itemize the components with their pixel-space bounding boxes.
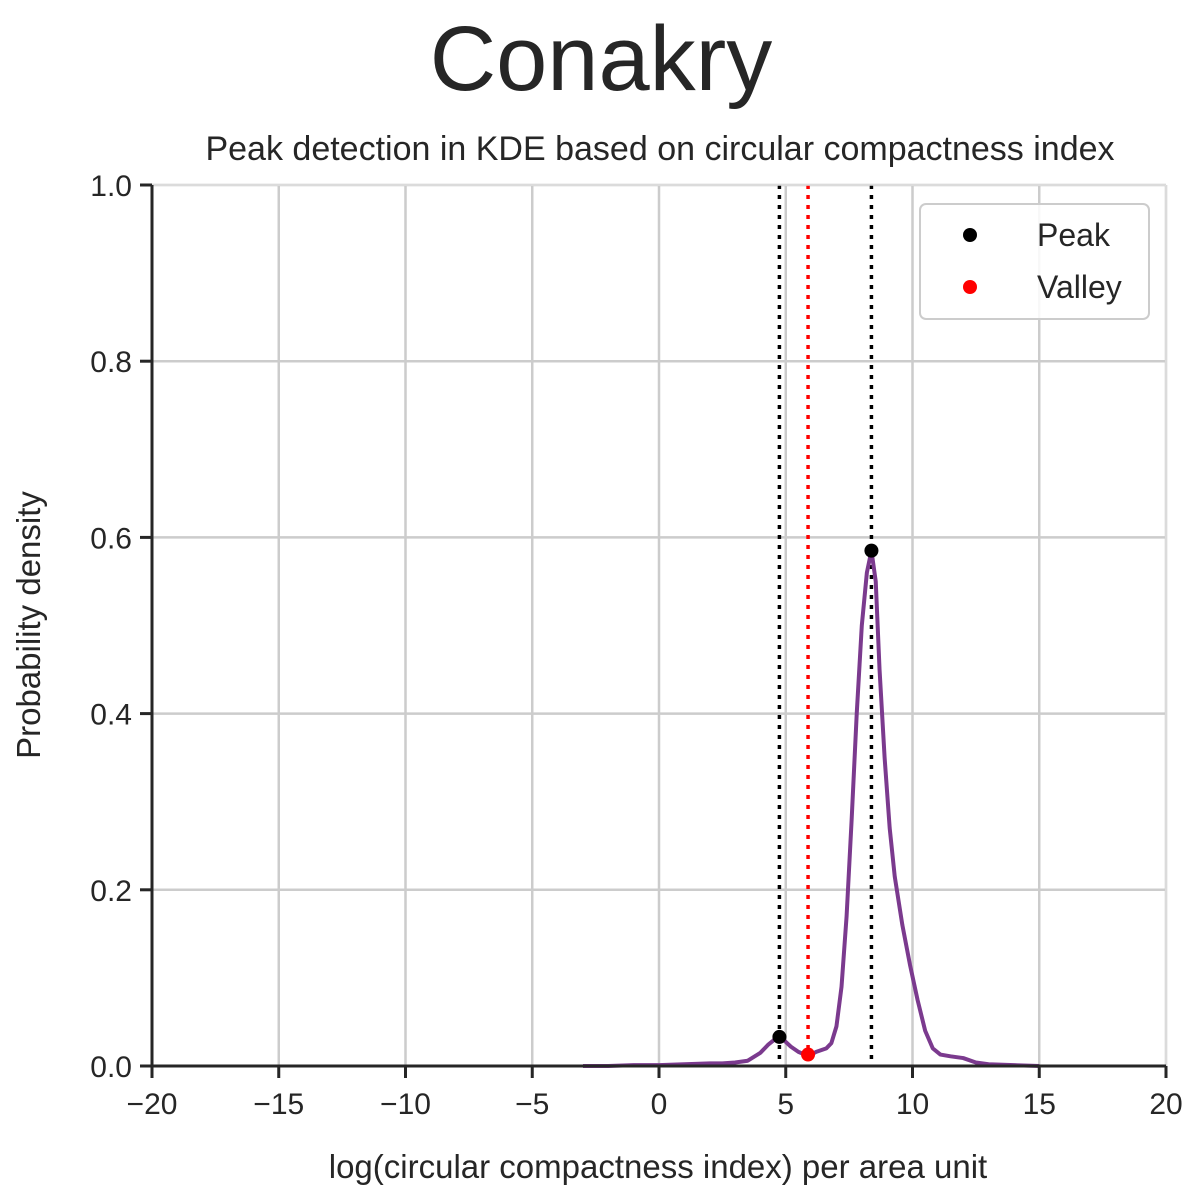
x-tick-label: 20: [1149, 1088, 1182, 1121]
x-tick-label: −15: [253, 1088, 304, 1121]
legend-marker: [963, 228, 977, 242]
y-tick-label: 0.8: [90, 346, 132, 379]
x-tick-label: −20: [127, 1088, 178, 1121]
x-axis-label: log(circular compactness index) per area…: [329, 1148, 987, 1185]
peak-marker: [772, 1029, 787, 1044]
legend: Peak Valley: [919, 203, 1150, 320]
valley-marker: [801, 1047, 816, 1062]
ticks: −20 −15 −10 −5 0 5 10 15 20 0.0 0.2 0.4 0.6 0.8 1.0: [90, 170, 1182, 1121]
y-tick-label: 0.0: [90, 1051, 132, 1084]
chart-title: Peak detection in KDE based on circular …: [205, 130, 1114, 168]
legend-label: Peak: [1037, 217, 1111, 253]
x-tick-label: 0: [651, 1088, 668, 1121]
x-tick-label: 5: [777, 1088, 794, 1121]
y-tick-label: 1.0: [90, 170, 132, 203]
markers: [772, 543, 879, 1062]
legend-marker: [963, 280, 977, 294]
y-tick-label: 0.4: [90, 699, 132, 732]
legend-box: [919, 203, 1150, 320]
x-tick-label: −5: [515, 1088, 549, 1121]
kde-curve-group: [582, 548, 1040, 1068]
peak-marker: [864, 543, 879, 558]
y-axis-label: Probability density: [10, 491, 47, 759]
legend-label: Valley: [1037, 269, 1122, 305]
y-tick-label: 0.2: [90, 875, 132, 908]
x-tick-label: 15: [1023, 1088, 1056, 1121]
x-tick-label: −10: [380, 1088, 431, 1121]
reference-lines: [777, 185, 874, 1066]
grid: [150, 183, 1168, 1068]
kde-curve: [582, 548, 1040, 1068]
y-tick-label: 0.6: [90, 522, 132, 555]
x-tick-label: 10: [896, 1088, 929, 1121]
chart-suptitle: Conakry: [430, 8, 773, 110]
